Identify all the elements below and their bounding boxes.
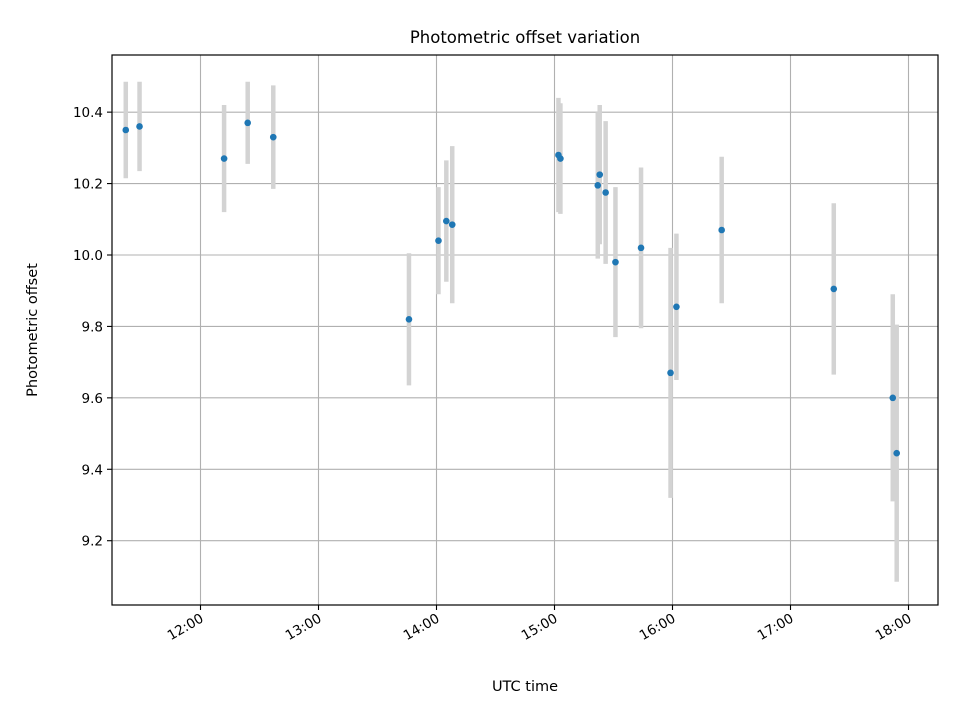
data-point [830, 285, 838, 293]
chart-title: Photometric offset variation [410, 28, 640, 47]
data-point [637, 244, 645, 252]
data-point [718, 226, 725, 234]
y-tick-label: 10.2 [73, 177, 103, 193]
data-point [602, 189, 609, 196]
error-bars [123, 81, 899, 582]
y-tick-label: 9.4 [82, 462, 103, 478]
y-tick-label: 9.2 [82, 534, 103, 550]
plot-area-frame [111, 54, 939, 606]
y-tick-label: 9.8 [82, 319, 103, 335]
x-tick-label: 13:00 [283, 611, 325, 644]
data-point [220, 155, 228, 162]
data-point [122, 126, 130, 134]
data-point [594, 182, 602, 189]
data-point [136, 123, 143, 130]
data-point [673, 303, 680, 311]
data-point [448, 221, 456, 228]
y-tick-label: 9.6 [82, 391, 103, 407]
data-point [269, 133, 277, 141]
data-point [244, 119, 251, 127]
data-point [443, 217, 450, 225]
data-point [557, 155, 564, 162]
data-points [122, 119, 900, 457]
data-point [405, 315, 413, 323]
x-axis-label: UTC time [492, 679, 558, 695]
y-axis-ticks: 9.2 9.4 9.6 9.8 10.0 10.2 10.4 [73, 105, 112, 550]
y-tick-label: 10.0 [73, 248, 103, 264]
x-tick-label: 14:00 [401, 611, 443, 644]
data-point [435, 237, 442, 245]
y-tick-label: 10.4 [73, 105, 103, 121]
x-tick-label: 16:00 [637, 611, 679, 644]
x-tick-label: 12:00 [165, 611, 207, 644]
data-point [893, 449, 900, 457]
data-point [667, 369, 674, 377]
y-axis-label: Photometric offset [25, 263, 41, 397]
data-point [612, 258, 619, 266]
x-tick-label: 17:00 [755, 611, 797, 644]
x-tick-label: 18:00 [873, 611, 915, 644]
data-point [596, 171, 604, 178]
data-point [889, 394, 897, 402]
x-tick-label: 15:00 [519, 611, 561, 644]
x-axis-ticks: 12:00 13:00 14:00 15:00 16:00 17:00 18:00 [165, 605, 915, 644]
grid-lines [112, 55, 938, 605]
